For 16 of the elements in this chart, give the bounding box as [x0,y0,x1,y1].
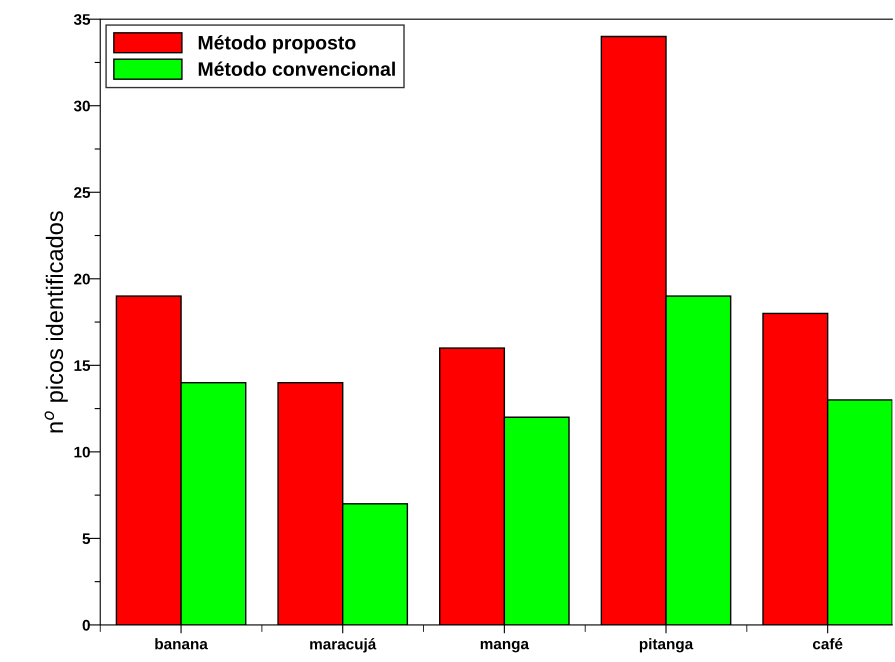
y-tick-label: 20 [74,274,90,284]
y-tick-label: 30 [74,100,90,112]
x-tick-label: café [812,638,842,650]
y-axis-title: n$^{o}$ picos identificados [44,211,68,432]
x-tick-label: maracujá [310,638,376,652]
y-tick-label: 15 [74,360,90,372]
y-tick-label: 25 [74,187,90,198]
y-tick-label: 10 [74,446,90,458]
legend-label: Método convencional [198,61,395,76]
x-tick-label: banana [155,638,208,650]
y-tick-label: 0 [82,620,90,631]
x-tick-label: pitanga [640,638,694,652]
legend-label: Método proposto [198,35,356,54]
y-tick-label: 5 [82,533,90,544]
x-tick-label: manga [480,640,530,652]
y-tick-label: 35 [74,14,90,25]
